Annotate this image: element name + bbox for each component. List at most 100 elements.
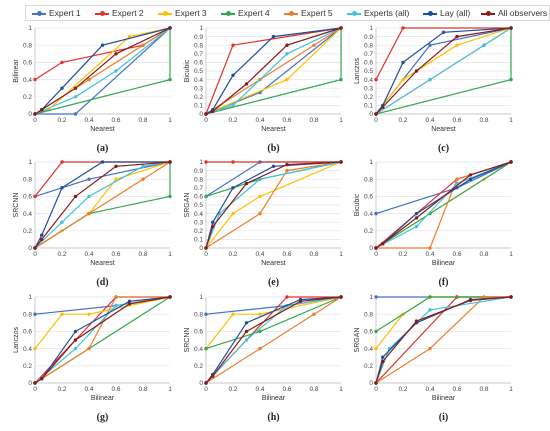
y-tick-label: 0 [199,111,203,118]
legend-swatch [32,10,46,18]
x-axis-label: Nearest [261,260,286,267]
panel-label: (i) [439,412,448,423]
x-tick-label: 0.4 [425,117,434,124]
chart-panel: 00.10.20.30.40.50.60.70.80.910 0.2 0.4 0.6 0… [354,25,513,154]
legend-entry: Experts (all) [347,7,409,20]
data-point [73,329,78,334]
data-point [87,346,91,351]
data-point [312,312,316,316]
x-tick-label: 0.6 [452,117,461,124]
legend-swatch [158,10,172,18]
y-tick-label: 0.2 [23,228,32,235]
data-point [339,295,343,299]
chart-panel: 00.10.20.30.40.50.60.70.80.910 0.2 0.4 0.6 0… [184,25,343,154]
chart-panel: 0 0.2 0.4 0.6 0.8 1 0 0.2 0.4 0.6 0.8 1 Bilinear SRGA… [354,294,513,423]
data-point [231,103,235,108]
data-point [258,312,262,316]
x-tick-label: 0.8 [479,251,488,258]
data-point [211,374,215,378]
x-tick-label: 0.2 [398,386,407,393]
x-tick-label: 0.8 [309,251,318,258]
data-point [204,381,208,385]
y-axis-label: SRGAN [354,328,361,353]
y-tick-label: 0 [199,380,203,387]
data-point [168,194,172,199]
data-point [211,224,215,229]
chart-panel: 0 0.2 0.4 0.6 0.8 1 0 0.2 0.4 0.6 0.8 1 Bilinear Bicu… [354,159,513,288]
y-tick-label: 0.5 [194,202,203,209]
legend-label: All observers [498,8,548,18]
legend-swatch [284,10,298,18]
data-point [231,160,235,164]
data-point [87,194,91,199]
data-point [168,77,172,82]
data-point [381,355,385,359]
y-tick-label: 0.8 [23,311,32,318]
x-tick-label: 0.8 [138,117,147,124]
series-line [205,296,342,349]
x-tick-label: 1 [509,251,513,258]
x-tick-label: 0.2 [228,117,237,124]
data-point [509,77,513,82]
panel-label: (c) [438,143,449,154]
data-point [33,346,37,351]
x-tick-label: 0.8 [479,117,488,124]
data-point [244,321,249,325]
y-tick-label: 0.1 [194,103,203,110]
x-axis-label: Bilinear [91,395,115,402]
legend-label: Expert 4 [238,8,270,18]
data-point [168,160,172,164]
data-point [428,308,432,312]
y-tick-label: 0.3 [194,219,203,226]
y-axis-label: SRCNN [184,328,191,353]
data-point [298,299,303,303]
y-axis-label: SRCNN [13,193,20,218]
data-point [231,312,235,316]
data-point [482,43,486,47]
y-tick-label: 0.6 [194,194,203,201]
x-tick-label: 0 [204,117,208,124]
y-tick-label: 0.8 [364,42,373,49]
data-point [374,346,378,351]
chart-legend: Expert 1 Expert 2 Expert 3 Expert 4 Expert 5… [25,5,550,21]
data-point [60,160,64,164]
data-point [468,177,473,181]
y-tick-label: 0.3 [364,85,373,92]
series-line [34,296,170,384]
y-axis-label: Bilinear [13,59,20,83]
x-tick-label: 0 [33,386,37,393]
y-tick-label: 0.4 [364,211,373,218]
data-point [204,312,208,316]
data-point [204,346,208,351]
x-axis-label: Bilinear [432,395,456,402]
data-point [258,194,262,199]
chart-panel: 0 0.2 0.4 0.6 0.8 1 0 0.2 0.4 0.6 0.8 1 Bilinear Lanc… [13,294,172,423]
data-point [441,30,446,34]
data-point [428,77,432,82]
y-tick-label: 0.9 [364,34,373,41]
y-tick-label: 0.4 [194,77,203,84]
panel-label: (b) [267,143,279,154]
x-axis-label: Nearest [261,126,286,133]
x-tick-label: 0.8 [138,251,147,258]
y-tick-label: 0.7 [364,51,373,58]
series-line [34,296,171,349]
x-tick-label: 0.2 [228,386,237,393]
x-tick-label: 0.2 [398,251,407,258]
data-point [211,109,215,114]
data-point [40,108,44,112]
legend-swatch [481,10,495,18]
data-point [374,246,378,250]
x-tick-label: 0.2 [57,386,66,393]
data-point [482,295,486,299]
data-point [509,26,513,30]
x-tick-label: 0.8 [138,386,147,393]
series-line [34,27,171,115]
data-point [204,160,208,164]
data-point [428,246,432,250]
x-tick-label: 0.6 [111,386,120,393]
y-tick-label: 0.5 [194,68,203,75]
y-axis-label: Bicubic [354,193,361,216]
data-point [244,82,249,86]
data-point [285,77,289,82]
